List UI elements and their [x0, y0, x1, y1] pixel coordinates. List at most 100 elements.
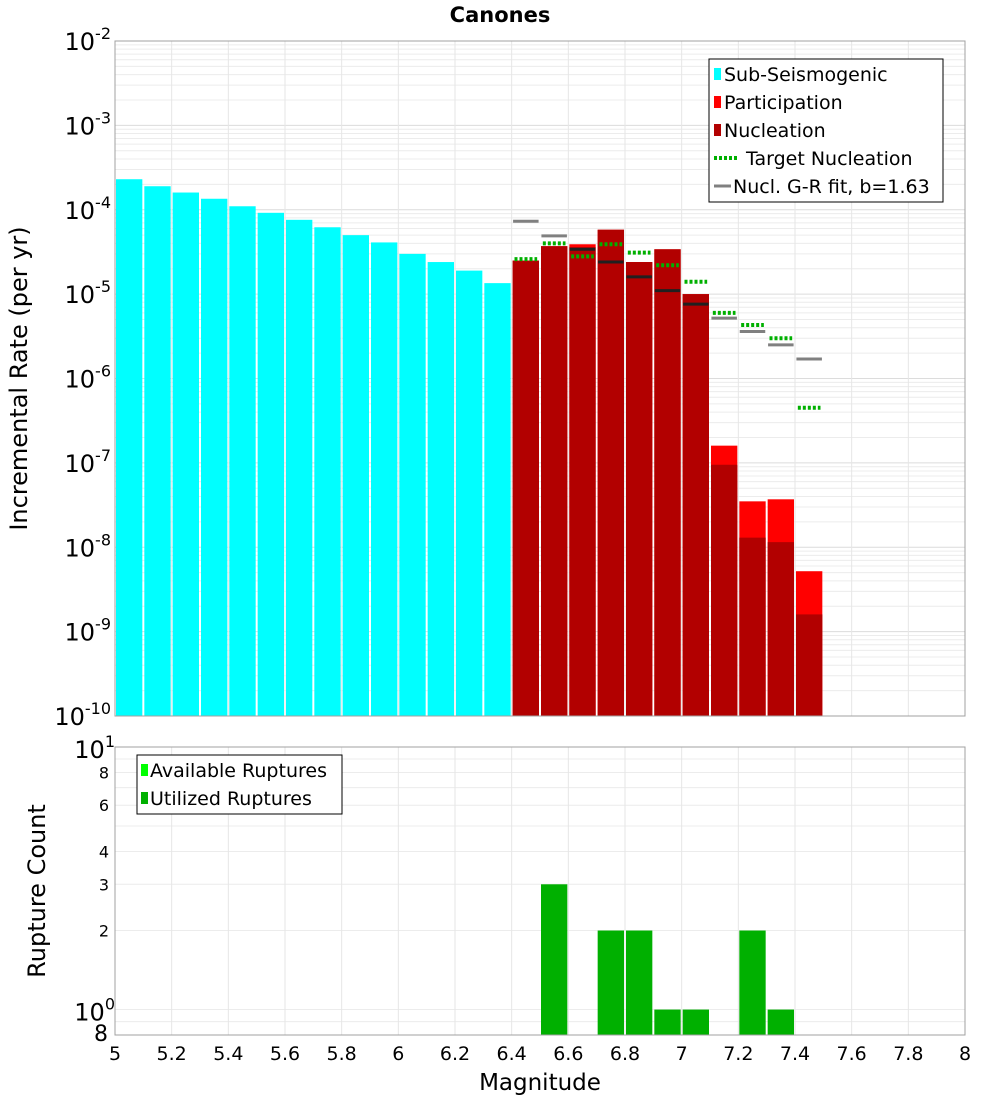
y-axis-label: Incremental Rate (per yr) — [5, 226, 33, 530]
nucleation-bar — [569, 247, 596, 716]
legend-label: Available Ruptures — [150, 760, 327, 782]
y-tick-label: 10-5 — [65, 277, 112, 309]
x-tick-label: 5.2 — [157, 1043, 187, 1065]
y-tick-label: 8 — [99, 763, 109, 782]
y-tick-label-base: 10 — [65, 281, 96, 309]
x-tick-label: 6.2 — [440, 1043, 470, 1065]
x-tick-label: 6 — [392, 1043, 404, 1065]
bottom-bars — [541, 884, 794, 1035]
y-tick-label-exponent: -8 — [95, 530, 111, 549]
sub-seismogenic-bar — [286, 219, 313, 717]
top-plot-border — [114, 40, 966, 717]
y-tick-label-base: 10 — [65, 28, 96, 56]
y-tick-label: 100 — [74, 995, 115, 1027]
nucleation-bar — [626, 262, 653, 716]
y-tick-label-exponent: -5 — [95, 277, 111, 296]
x-tick-label: 5.6 — [270, 1043, 300, 1065]
bottom-plot-border — [114, 746, 966, 1036]
nucleation-bar — [739, 537, 766, 716]
x-tick-label: 7 — [676, 1043, 688, 1065]
y-tick-label-base: 10 — [65, 366, 96, 394]
legend-box — [708, 58, 944, 203]
legend-swatch — [141, 792, 148, 804]
y-tick-label-base: 10 — [65, 112, 96, 140]
x-tick-label: 7.2 — [723, 1043, 753, 1065]
chart-title: Canones — [450, 3, 551, 27]
y-tick-label: 10-3 — [65, 108, 112, 140]
y-tick-label: 10-7 — [65, 446, 112, 478]
legend-box — [136, 754, 343, 815]
sub-seismogenic-bar — [116, 179, 143, 716]
x-tick-label: 6.6 — [553, 1043, 583, 1065]
x-axis-label: Magnitude — [479, 1070, 601, 1096]
utilized-ruptures-bar — [541, 884, 568, 1035]
legend-swatch — [714, 96, 721, 108]
y-tick-label-exponent: -4 — [95, 193, 111, 212]
x-tick-label: 7.4 — [780, 1043, 810, 1065]
nucleation-bar — [767, 542, 794, 716]
nucleation-bar — [654, 249, 681, 716]
nucleation-bar — [682, 294, 709, 716]
x-tick-label: 6.8 — [610, 1043, 640, 1065]
y-tick-label: 10-9 — [65, 615, 112, 647]
top-legend — [708, 58, 944, 203]
y-tick-label-base: 10 — [54, 703, 85, 731]
sub-seismogenic-bar — [201, 198, 228, 717]
x-tick-label: 5 — [109, 1043, 121, 1065]
legend-swatch — [141, 764, 148, 776]
y-tick-label: 3 — [99, 875, 109, 894]
y-tick-label-base: 10 — [65, 619, 96, 647]
gr-fit-segments — [513, 219, 822, 361]
sub-seismogenic-bar — [342, 235, 369, 716]
y-tick-label-base: 10 — [65, 534, 96, 562]
y-tick-label-exponent: -7 — [95, 446, 111, 465]
utilized-ruptures-bar — [767, 1009, 794, 1035]
y-tick-label-base: 10 — [65, 450, 96, 478]
y-tick-label-base: 10 — [74, 999, 105, 1027]
utilized-ruptures-bar — [626, 930, 653, 1035]
nucleation-bar — [796, 614, 823, 716]
nucleation-bar — [597, 229, 624, 717]
y-tick-label: 10-6 — [65, 362, 112, 394]
x-tick-label: 5.4 — [213, 1043, 243, 1065]
sub-seismogenic-bar — [399, 253, 426, 716]
y-axis-label: Rupture Count — [23, 804, 51, 978]
y-tick-label: 10-8 — [65, 530, 112, 562]
legend-label: Nucl. G-R fit, b=1.63 — [733, 176, 930, 198]
sub-seismogenic-bar — [484, 283, 511, 716]
y-tick-label: 10-10 — [54, 699, 111, 731]
sub-seismogenic-bar — [172, 192, 199, 717]
y-tick-label-exponent: -6 — [95, 362, 111, 381]
x-tick-label: 6.4 — [497, 1043, 527, 1065]
sub-seismogenic-bar — [427, 262, 454, 716]
nucleation-bar — [711, 464, 738, 716]
y-tick-label: 101 — [74, 732, 115, 764]
legend-label: Nucleation — [724, 120, 826, 142]
utilized-ruptures-bar — [654, 1009, 681, 1035]
sub-seismogenic-bar — [456, 270, 483, 716]
y-tick-label-base: 10 — [74, 736, 105, 764]
legend-label: Sub-Seismogenic — [724, 64, 888, 86]
nucleation-bar — [512, 260, 539, 716]
nucleation-bar — [541, 246, 568, 716]
y-tick-label-exponent: -10 — [85, 699, 111, 718]
sub-seismogenic-bar — [371, 242, 398, 716]
x-tick-label: 7.8 — [893, 1043, 923, 1065]
target-nucleation-segments — [514, 241, 821, 410]
legend-label: Target Nucleation — [745, 148, 913, 170]
y-tick-label: 4 — [99, 842, 109, 861]
utilized-ruptures-bar — [682, 1009, 709, 1035]
utilized-ruptures-bar — [739, 930, 766, 1035]
legend-swatch — [714, 68, 721, 80]
y-tick-label: 8 — [94, 1022, 108, 1047]
y-tick-label: 10-4 — [65, 193, 112, 225]
y-tick-label-exponent: -9 — [95, 615, 111, 634]
top-grid — [114, 41, 966, 717]
sub-seismogenic-bar — [229, 206, 256, 716]
y-tick-label: 2 — [99, 922, 109, 941]
y-tick-label-exponent: 0 — [105, 995, 115, 1014]
y-tick-label-exponent: 1 — [105, 732, 115, 751]
top-bars — [116, 179, 823, 717]
